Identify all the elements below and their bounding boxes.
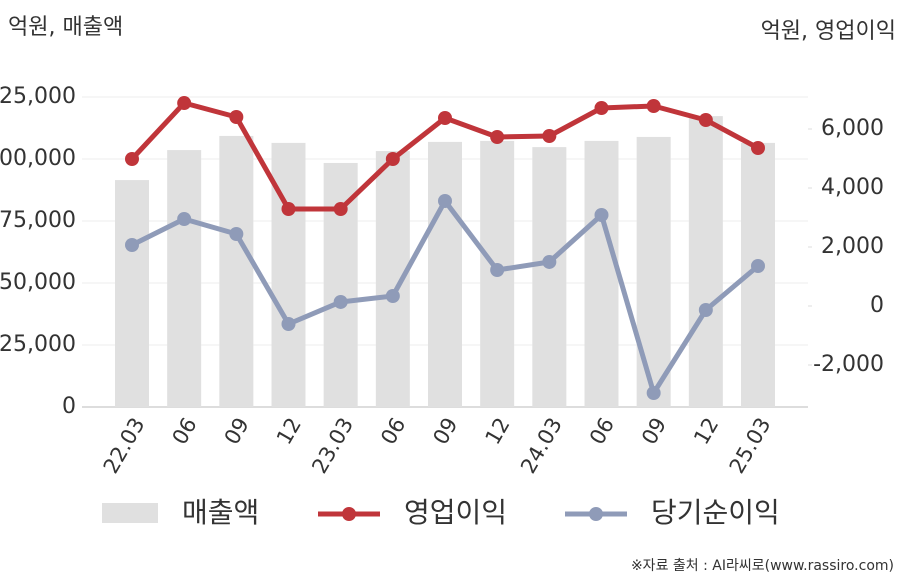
- y2-axis-title: 억원, 영업이익: [761, 19, 896, 44]
- marker: [438, 111, 452, 126]
- marker: [698, 303, 713, 318]
- y-tick-label: 25,000: [0, 332, 76, 357]
- marker: [125, 152, 139, 167]
- marker: [229, 226, 244, 241]
- x-tick-label: 06: [585, 414, 619, 449]
- y-tick-label: 100,000: [0, 146, 76, 171]
- marker: [646, 385, 661, 400]
- marker: [438, 194, 452, 209]
- source-note: ※자료 출처 : AI라씨로(www.rassiro.com): [631, 558, 894, 574]
- y2-tick-label: 2,000: [821, 234, 884, 259]
- bar: [532, 147, 567, 407]
- marker: [385, 152, 400, 167]
- y-tick-label: 125,000: [0, 84, 76, 109]
- bar: [584, 140, 619, 407]
- y-tick-label: 50,000: [0, 270, 76, 295]
- y2-tick-label: 6,000: [821, 116, 884, 141]
- marker: [646, 98, 661, 113]
- legend-swatch: [102, 503, 158, 523]
- x-tick-label: 06: [376, 414, 410, 449]
- y2-tick-label: 0: [870, 293, 884, 318]
- y2-tick-label: 4,000: [821, 175, 884, 200]
- bar: [271, 142, 306, 407]
- marker: [177, 96, 192, 111]
- bar: [636, 136, 671, 408]
- marker: [490, 263, 505, 278]
- bar: [115, 180, 149, 407]
- marker: [281, 316, 296, 331]
- x-tick-label: 12: [481, 413, 515, 448]
- marker: [751, 258, 765, 273]
- bar: [167, 150, 202, 407]
- y-tick-label: 75,000: [0, 208, 76, 233]
- x-tick-label: 09: [637, 414, 671, 449]
- marker: [594, 101, 609, 116]
- y-tick-label: 0: [62, 394, 76, 419]
- marker: [542, 128, 557, 143]
- legend-label: 영업이익: [404, 496, 507, 529]
- bar: [219, 135, 254, 407]
- x-tick-label: 06: [168, 414, 202, 449]
- x-tick-label: 09: [220, 414, 254, 449]
- marker: [751, 141, 765, 156]
- legend-label: 매출액: [182, 496, 259, 529]
- bar: [688, 116, 723, 407]
- x-tick-label: 24.03: [516, 414, 567, 478]
- legend-marker: [589, 507, 603, 521]
- marker: [281, 202, 296, 217]
- y2-tick-label: -2,000: [813, 352, 884, 377]
- x-tick-label: 25.03: [725, 414, 776, 478]
- legend-label: 당기순이익: [651, 496, 780, 529]
- marker: [594, 207, 609, 222]
- marker: [333, 294, 348, 309]
- marker: [229, 110, 244, 124]
- x-tick-label: 09: [428, 414, 462, 449]
- marker: [177, 212, 192, 227]
- marker: [125, 237, 139, 252]
- y-axis-title: 억원, 매출액: [8, 15, 123, 40]
- x-tick-label: 23.03: [307, 414, 358, 478]
- x-tick-label: 12: [689, 414, 723, 449]
- marker: [385, 288, 400, 303]
- marker: [333, 202, 348, 217]
- marker: [698, 113, 713, 128]
- marker: [490, 130, 505, 144]
- bar: [428, 141, 462, 407]
- legend-marker: [342, 507, 356, 521]
- marker: [542, 254, 557, 269]
- x-tick-label: 12: [272, 414, 306, 449]
- x-tick-label: 22.03: [99, 414, 150, 478]
